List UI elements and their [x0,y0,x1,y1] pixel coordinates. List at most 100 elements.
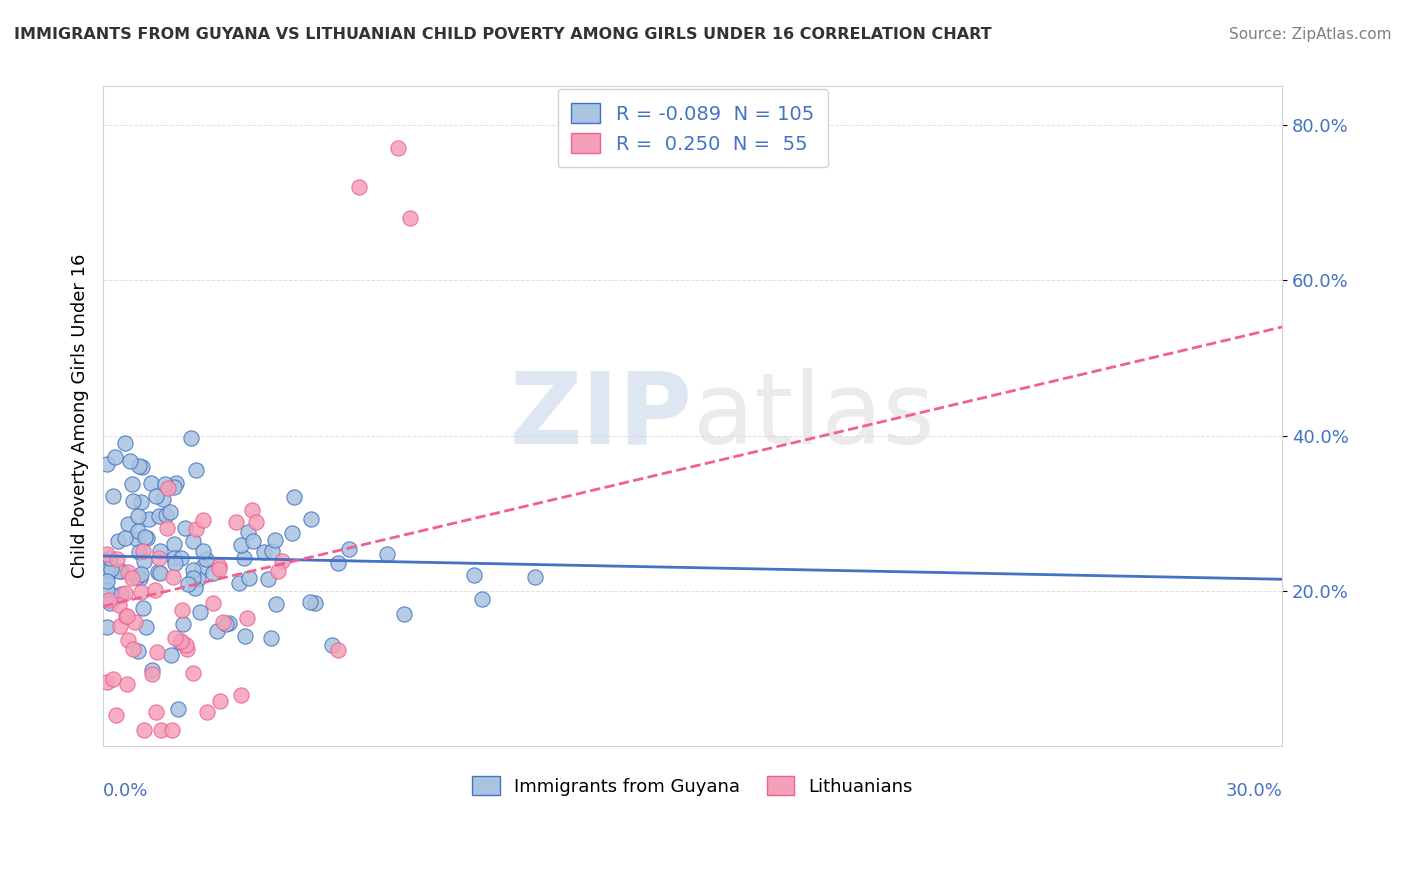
Point [260,631,283,645]
Point [129,567,152,582]
Point [215,616,238,631]
Point [128,458,150,473]
Point [188,605,211,619]
Point [127,524,149,538]
Point [101,588,124,602]
Point [122,642,145,657]
Point [149,566,172,581]
Point [127,509,149,524]
Point [97,553,120,567]
Point [229,688,252,702]
Point [299,512,322,526]
Point [321,638,343,652]
Point [205,624,228,638]
Text: IMMIGRANTS FROM GUYANA VS LITHUANIAN CHILD POVERTY AMONG GIRLS UNDER 16 CORRELAT: IMMIGRANTS FROM GUYANA VS LITHUANIAN CHI… [14,27,991,42]
Text: 30.0%: 30.0% [1226,781,1282,799]
Point [125,532,148,546]
Point [191,543,214,558]
Point [145,489,167,503]
Point [145,706,167,720]
Point [121,477,143,491]
Point [398,211,420,226]
Point [159,505,181,519]
Point [156,481,179,495]
Point [394,607,416,621]
Point [129,571,152,585]
Point [160,648,183,662]
Point [98,596,121,610]
Text: Source: ZipAtlas.com: Source: ZipAtlas.com [1229,27,1392,42]
Point [162,570,184,584]
Point [97,593,120,607]
Point [195,705,218,719]
Point [328,556,350,570]
Point [117,565,139,579]
Point [181,563,204,577]
Point [209,694,232,708]
Point [170,602,193,616]
Point [96,574,118,589]
Point [138,511,160,525]
Point [262,543,284,558]
Point [129,585,152,599]
Point [181,571,204,585]
Point [163,480,186,494]
Point [183,534,205,549]
Point [115,608,138,623]
Point [228,575,250,590]
Legend: Immigrants from Guyana, Lithuanians: Immigrants from Guyana, Lithuanians [465,769,920,803]
Point [212,615,235,629]
Point [180,431,202,445]
Text: atlas: atlas [693,368,935,465]
Point [105,708,128,723]
Point [231,538,253,552]
Point [153,477,176,491]
Point [208,559,231,574]
Point [170,551,193,566]
Point [117,516,139,531]
Point [96,675,118,690]
Point [242,533,264,548]
Point [110,564,132,578]
Point [163,631,186,645]
Point [148,551,170,566]
Point [218,615,240,630]
Point [107,533,129,548]
Point [141,663,163,677]
Point [96,569,118,583]
Point [135,531,157,545]
Point [233,629,256,643]
Point [101,563,124,577]
Point [128,545,150,559]
Point [108,619,131,633]
Point [191,560,214,574]
Y-axis label: Child Poverty Among Girls Under 16: Child Poverty Among Girls Under 16 [72,254,89,578]
Point [169,635,191,649]
Point [96,563,118,577]
Point [167,702,190,716]
Point [232,550,254,565]
Point [152,491,174,506]
Point [121,571,143,585]
Point [120,453,142,467]
Point [242,502,264,516]
Point [253,545,276,559]
Point [143,583,166,598]
Point [183,581,205,595]
Point [186,463,208,477]
Point [169,634,191,648]
Point [131,544,153,558]
Point [110,587,132,601]
Point [165,556,187,570]
Point [337,541,360,556]
Point [96,458,118,472]
Point [283,490,305,504]
Point [115,609,138,624]
Point [347,180,370,194]
Point [281,525,304,540]
Point [127,644,149,658]
Point [148,508,170,523]
Point [117,633,139,648]
Point [165,475,187,490]
Point [172,617,194,632]
